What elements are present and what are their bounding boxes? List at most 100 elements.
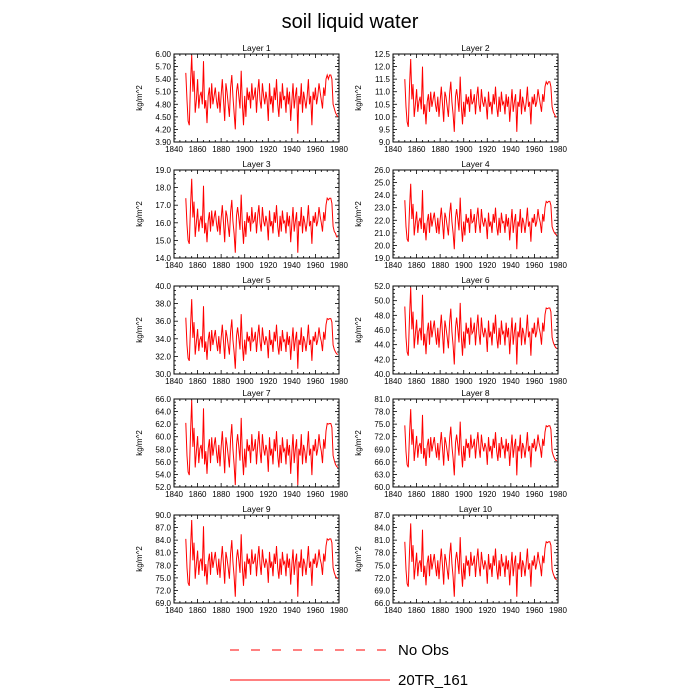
x-tick-label: 1940	[502, 606, 520, 615]
y-tick-label: 56.0	[155, 458, 171, 467]
y-tick-label: 5.40	[155, 75, 171, 84]
x-tick-label: 1980	[330, 377, 348, 386]
y-tick-label: 12.5	[374, 50, 390, 59]
x-tick-label: 1880	[431, 261, 449, 270]
y-tick-label: 66.0	[155, 395, 171, 404]
y-tick-label: 52.0	[155, 483, 171, 492]
y-tick-label: 19.0	[374, 254, 390, 263]
y-tick-label: 78.0	[374, 408, 390, 417]
y-tick-label: 72.0	[374, 574, 390, 583]
series-line-20tr-161	[404, 523, 557, 597]
y-axis-label: kg/m^2	[135, 317, 144, 343]
x-tick-label: 1940	[283, 377, 301, 386]
y-tick-label: 4.50	[155, 113, 171, 122]
x-tick-label: 1980	[330, 490, 348, 499]
y-tick-label: 72.0	[374, 433, 390, 442]
panel-layer-9: Layer 9 kg/m^2 1840 1860 1880 1900 1920 1940 196…	[135, 504, 348, 615]
series-line-20tr-161	[404, 409, 558, 476]
y-tick-label: 87.0	[155, 524, 171, 533]
y-axis-label: kg/m^2	[354, 546, 363, 572]
x-tick-label: 1960	[307, 145, 325, 154]
x-tick-label: 1960	[526, 606, 544, 615]
x-tick-label: 1860	[189, 606, 207, 615]
y-tick-label: 20.0	[374, 241, 390, 250]
x-tick-label: 1940	[283, 261, 301, 270]
x-tick-label: 1940	[502, 261, 520, 270]
y-axis-label: kg/m^2	[354, 201, 363, 227]
y-tick-label: 69.0	[374, 445, 390, 454]
x-tick-label: 1920	[259, 490, 277, 499]
y-axis-label: kg/m^2	[135, 201, 144, 227]
y-axis-label: kg/m^2	[135, 85, 144, 111]
y-tick-label: 75.0	[374, 561, 390, 570]
x-tick-label: 1980	[549, 377, 567, 386]
y-tick-label: 40.0	[374, 370, 390, 379]
panel-layer-5: Layer 5 kg/m^2 1840 1860 1880 1900 1920 1940 196…	[135, 275, 348, 386]
y-tick-label: 17.0	[155, 201, 171, 210]
x-tick-label: 1860	[189, 261, 207, 270]
y-axis-label: kg/m^2	[354, 85, 363, 111]
x-tick-label: 1940	[283, 145, 301, 154]
panel-title: Layer 2	[461, 43, 490, 53]
y-tick-label: 69.0	[155, 599, 171, 608]
panel-title: Layer 7	[242, 388, 271, 398]
plot-frame	[173, 169, 340, 259]
x-tick-label: 1920	[259, 377, 277, 386]
legend: No Obs 20TR_161	[230, 642, 468, 689]
y-tick-label: 38.0	[155, 300, 171, 309]
y-tick-label: 50.0	[374, 297, 390, 306]
x-tick-label: 1860	[189, 377, 207, 386]
y-tick-label: 3.90	[155, 138, 171, 147]
x-tick-label: 1840	[384, 261, 402, 270]
y-tick-label: 48.0	[374, 311, 390, 320]
x-tick-label: 1860	[408, 606, 426, 615]
y-tick-label: 60.0	[374, 483, 390, 492]
y-tick-label: 30.0	[155, 370, 171, 379]
y-tick-label: 4.80	[155, 100, 171, 109]
y-tick-label: 19.0	[155, 166, 171, 175]
x-tick-label: 1900	[236, 377, 254, 386]
panel-grid: Layer 1 kg/m^2 1840 1860 1880 1900 1920 1940 196…	[135, 43, 567, 615]
y-tick-label: 34.0	[155, 335, 171, 344]
x-tick-label: 1920	[478, 606, 496, 615]
y-tick-label: 81.0	[374, 536, 390, 545]
x-tick-label: 1960	[526, 377, 544, 386]
y-tick-label: 63.0	[374, 470, 390, 479]
x-tick-label: 1840	[165, 377, 183, 386]
series-line-20tr-161	[185, 55, 339, 134]
y-tick-label: 69.0	[374, 586, 390, 595]
y-tick-label: 25.0	[374, 179, 390, 188]
legend-label-no-obs: No Obs	[398, 642, 449, 659]
x-tick-label: 1940	[502, 377, 520, 386]
x-tick-label: 1980	[330, 261, 348, 270]
panel-title: Layer 1	[242, 43, 271, 53]
x-tick-label: 1960	[526, 261, 544, 270]
y-tick-label: 36.0	[155, 317, 171, 326]
panel-title: Layer 3	[242, 159, 271, 169]
x-tick-label: 1960	[307, 261, 325, 270]
x-tick-label: 1900	[455, 261, 473, 270]
x-tick-label: 1900	[455, 606, 473, 615]
y-axis-label: kg/m^2	[354, 317, 363, 343]
y-tick-label: 22.0	[374, 216, 390, 225]
plot-frame	[392, 398, 559, 488]
y-tick-label: 66.0	[374, 599, 390, 608]
y-tick-label: 5.10	[155, 88, 171, 97]
y-axis-label: kg/m^2	[135, 430, 144, 456]
y-axis-label: kg/m^2	[354, 430, 363, 456]
panel-layer-7: Layer 7 kg/m^2 1840 1860 1880 1900 1920 1940 196…	[135, 388, 348, 499]
x-tick-label: 1860	[408, 377, 426, 386]
x-tick-label: 1860	[189, 490, 207, 499]
x-tick-label: 1860	[408, 490, 426, 499]
panel-title: Layer 5	[242, 275, 271, 285]
y-tick-label: 81.0	[155, 549, 171, 558]
y-tick-label: 10.5	[374, 100, 390, 109]
x-tick-label: 1840	[165, 606, 183, 615]
x-tick-label: 1920	[259, 606, 277, 615]
x-tick-label: 1840	[165, 145, 183, 154]
x-tick-label: 1900	[455, 490, 473, 499]
x-tick-label: 1920	[259, 145, 277, 154]
y-tick-label: 4.20	[155, 125, 171, 134]
